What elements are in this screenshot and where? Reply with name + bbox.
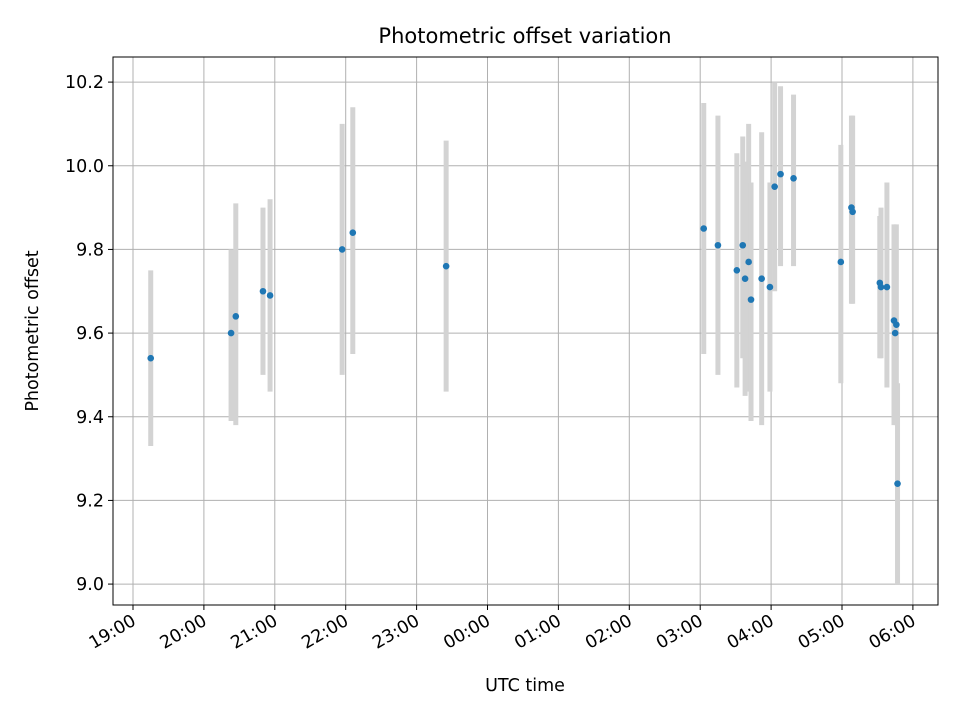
data-point <box>227 329 235 337</box>
y-axis-ticks: 9.0 9.2 9.4 9.6 9.8 10.0 10.2 <box>65 73 113 595</box>
x-axis-label: UTC time <box>485 676 565 696</box>
y-tick-label: 9.0 <box>76 575 104 595</box>
y-axis-label: Photometric offset <box>23 250 43 411</box>
data-point <box>700 225 708 232</box>
data-point <box>877 283 885 291</box>
data-point <box>849 208 856 216</box>
y-tick-label: 9.8 <box>76 240 104 260</box>
data-point <box>745 258 752 266</box>
chart-title: Photometric offset variation <box>378 24 671 48</box>
data-point <box>758 275 765 283</box>
data-point <box>232 313 240 320</box>
data-point <box>891 329 899 337</box>
data-point <box>741 275 749 283</box>
data-point <box>259 287 267 295</box>
data-point <box>147 354 155 362</box>
data-point <box>714 241 722 249</box>
y-tick-label: 9.4 <box>76 408 104 428</box>
y-tick-label: 9.2 <box>76 491 104 511</box>
y-tick-label: 10.0 <box>65 157 104 177</box>
data-point <box>338 246 346 253</box>
data-point <box>747 296 755 303</box>
data-point <box>790 175 797 182</box>
data-point <box>266 292 274 299</box>
plot-frame <box>112 56 939 606</box>
data-point <box>442 262 450 270</box>
y-tick-label: 9.6 <box>76 324 104 344</box>
y-tick-label: 10.2 <box>65 73 104 93</box>
data-point <box>777 170 784 178</box>
data-point <box>766 283 774 291</box>
data-point <box>771 183 778 190</box>
data-point <box>883 283 891 291</box>
data-point <box>894 480 901 487</box>
data-points <box>147 170 901 487</box>
data-point <box>349 229 357 236</box>
data-point <box>739 241 747 249</box>
data-point <box>893 321 900 329</box>
data-point <box>837 258 845 266</box>
data-point <box>733 267 741 274</box>
